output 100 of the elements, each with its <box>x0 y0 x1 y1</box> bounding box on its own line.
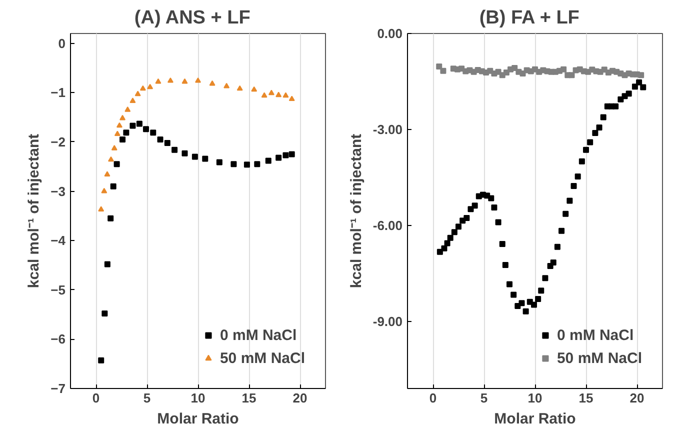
y-tick-label: −6 <box>50 332 66 347</box>
point <box>596 124 602 131</box>
point <box>164 140 170 146</box>
x-tick-label: 5 <box>480 390 488 406</box>
point <box>104 171 110 176</box>
x-tick-label: 15 <box>578 390 594 406</box>
point <box>550 259 556 266</box>
point <box>130 122 136 129</box>
x-tick-label: 5 <box>143 390 151 406</box>
legend-label: 50 mM NaCl <box>556 350 642 366</box>
point <box>150 130 156 136</box>
point <box>542 275 548 282</box>
point <box>535 296 542 302</box>
point <box>110 183 116 190</box>
point <box>134 90 141 96</box>
point <box>441 245 448 252</box>
point <box>472 202 478 209</box>
point <box>114 161 120 168</box>
point <box>488 195 494 202</box>
chart-title: (B) FA + LF <box>479 8 580 28</box>
y-tick-label: −5 <box>50 282 66 298</box>
point <box>261 92 268 98</box>
point <box>254 161 260 168</box>
point <box>436 63 442 70</box>
y-tick-label: 0.00 <box>377 26 403 41</box>
point <box>632 84 638 90</box>
point <box>558 228 565 234</box>
point <box>116 122 122 128</box>
point <box>491 204 498 210</box>
point <box>276 92 282 98</box>
point <box>98 357 104 364</box>
point <box>612 103 619 110</box>
x-tick-label: 10 <box>528 390 542 406</box>
point <box>101 188 108 194</box>
point <box>499 240 506 247</box>
point <box>506 281 512 288</box>
point <box>456 224 462 230</box>
point <box>167 77 174 83</box>
point <box>120 114 126 120</box>
y-tick-label: −7 <box>50 381 66 396</box>
point <box>202 156 208 162</box>
point <box>102 310 108 317</box>
point <box>578 158 585 164</box>
point <box>114 130 120 136</box>
point <box>268 90 274 96</box>
point <box>560 66 567 72</box>
point <box>288 151 295 158</box>
point <box>282 152 289 158</box>
point <box>618 96 624 102</box>
point <box>522 308 529 314</box>
point <box>224 82 230 88</box>
point <box>140 85 146 91</box>
point <box>130 98 136 103</box>
point <box>451 229 458 236</box>
point <box>538 288 544 294</box>
x-axis-title: Molar Ratio <box>494 410 576 428</box>
x-tick-label: 15 <box>242 390 256 406</box>
point <box>510 292 517 298</box>
point <box>244 162 250 168</box>
point <box>636 79 642 86</box>
legend-label: 0 mM NaCl <box>220 326 297 344</box>
chart-title: (A) ANS + LF <box>134 8 250 28</box>
y-tick-label: −4 <box>50 233 66 248</box>
point <box>518 300 525 306</box>
x-tick-label: 0 <box>92 390 100 406</box>
point <box>568 72 575 78</box>
y-tick-label: 0 <box>58 36 66 51</box>
point <box>192 154 198 160</box>
point <box>120 136 126 143</box>
y-tick-label: -3.00 <box>372 122 403 137</box>
x-tick-label: 10 <box>190 390 206 406</box>
x-tick-label: 20 <box>292 390 308 406</box>
point <box>583 146 589 153</box>
point <box>468 206 474 212</box>
point <box>216 159 222 166</box>
point <box>444 240 450 246</box>
point <box>251 86 258 92</box>
point <box>512 65 518 72</box>
point <box>447 234 454 241</box>
point <box>195 77 201 83</box>
y-tick-label: -9.00 <box>372 314 403 329</box>
point <box>566 198 573 204</box>
point <box>147 84 154 90</box>
legend-label: 0 mM NaCl <box>556 326 634 344</box>
y-axis-title: kcal mol⁻¹ of injectant <box>26 134 43 288</box>
point <box>554 244 560 250</box>
point <box>230 161 237 168</box>
y-tick-label: −1 <box>50 85 66 100</box>
point <box>626 90 632 97</box>
point <box>592 130 598 136</box>
point <box>265 158 272 164</box>
x-tick-label: 0 <box>429 390 437 406</box>
point <box>209 80 216 86</box>
y-axis-title: kcal mol⁻¹ of injectant <box>348 134 365 288</box>
point <box>157 136 164 143</box>
point <box>136 120 142 127</box>
point <box>108 156 114 162</box>
point <box>182 150 188 156</box>
point <box>124 106 131 112</box>
point <box>495 219 502 226</box>
